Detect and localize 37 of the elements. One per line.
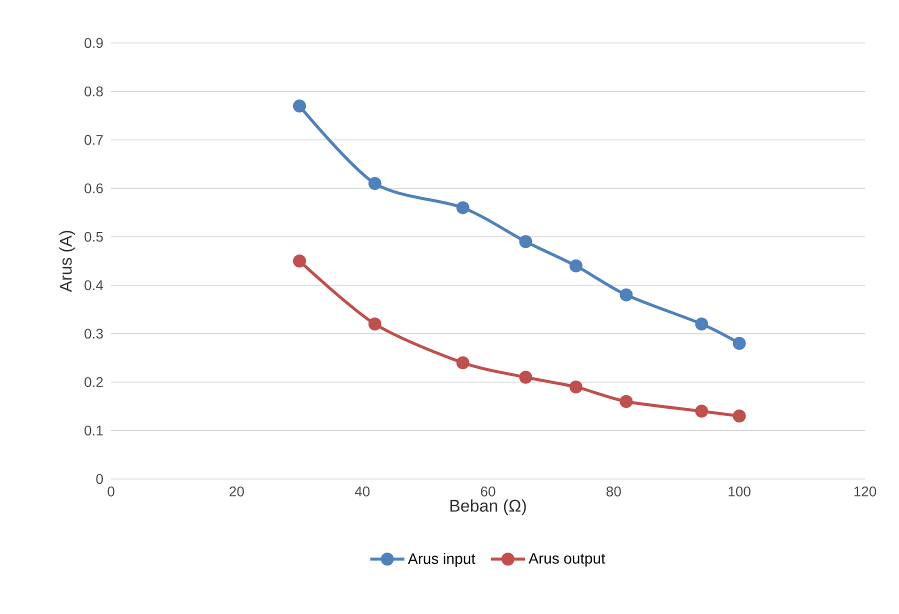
y-tick-label: 0 <box>96 474 103 484</box>
point <box>456 201 470 214</box>
point <box>519 370 532 384</box>
point <box>368 317 382 330</box>
point <box>569 380 582 394</box>
point <box>456 356 470 370</box>
point <box>293 254 306 268</box>
y-tick-label: 0.9 <box>84 38 103 48</box>
point <box>695 317 708 330</box>
y-tick-label: 0.4 <box>84 280 104 290</box>
x-tick-label: 20 <box>230 486 244 496</box>
x-tick-label: 60 <box>480 486 496 496</box>
point <box>569 259 582 272</box>
x-tick-label: 80 <box>606 486 621 496</box>
x-axis-title: Beban (Ω) <box>450 499 526 516</box>
point <box>620 288 633 302</box>
x-tick-label: 40 <box>354 486 370 496</box>
point <box>620 394 633 408</box>
y-tick-label: 0.5 <box>84 232 103 242</box>
y-tick-label: 0.8 <box>84 86 103 96</box>
y-tick-label: 0.2 <box>84 377 103 388</box>
point <box>293 99 306 112</box>
y-tick-label: 0.1 <box>84 426 103 436</box>
y-tick-label: 0.6 <box>84 183 103 194</box>
y-tick-label: 0.7 <box>84 134 103 145</box>
point <box>695 404 708 418</box>
y-axis-title: Arus (A) <box>59 230 76 292</box>
y-tick-label: 0.3 <box>84 328 103 339</box>
x-tick-label: 120 <box>854 486 876 496</box>
point <box>368 176 382 190</box>
legend-label: Arus input <box>408 552 476 567</box>
point <box>732 336 746 350</box>
x-tick-label: 100 <box>728 486 750 496</box>
point <box>519 235 532 248</box>
x-tick-label: 0 <box>108 486 114 496</box>
legend-label: Arus output <box>528 553 606 567</box>
point <box>732 410 746 423</box>
